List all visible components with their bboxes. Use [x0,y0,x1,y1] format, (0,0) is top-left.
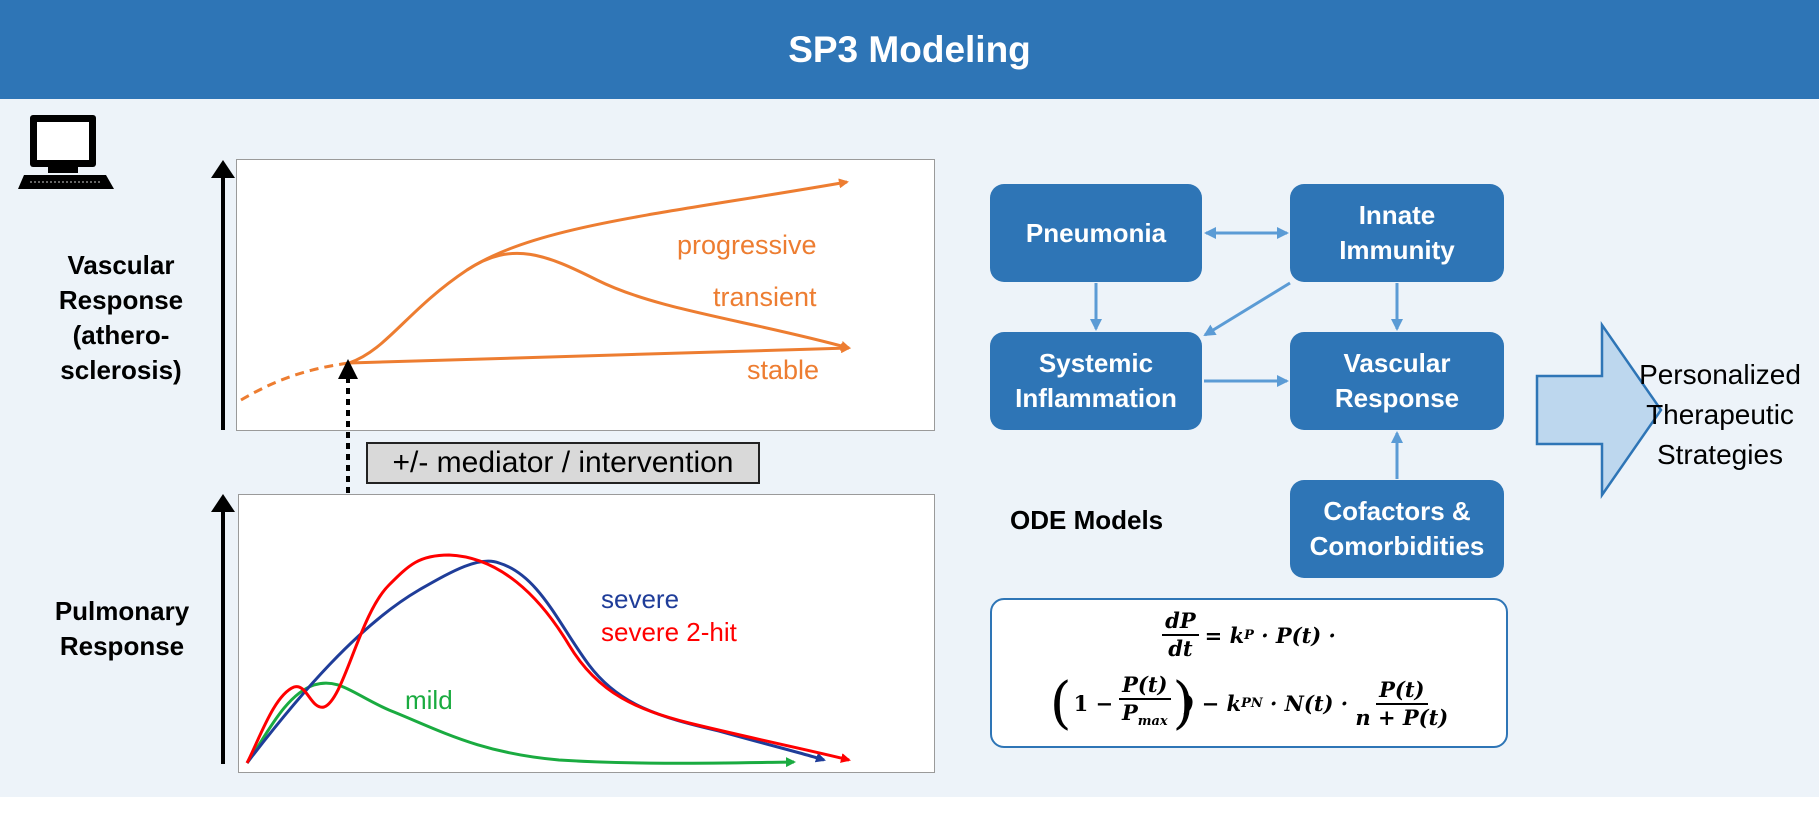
fraction-P-nP: P(t) n + P(t) [1355,677,1448,731]
equation-term: P [1121,700,1138,725]
curve-transient [466,251,851,351]
pulmonary-plot: severe severe 2-hit mild [238,494,935,773]
ylabel-line: Pulmonary [54,596,190,626]
personalized-strategies-label: Personalized Therapeutic Strategies [1620,355,1819,475]
equation-term: · P(t) · [1253,622,1336,648]
mediator-label: +/- mediator / intervention [366,442,760,484]
box-label: Pneumonia [1025,217,1167,248]
ylabel-line: Vascular [67,250,175,280]
equation-line-2: ( 1 − P(t) Pmax ) ) − k PN · N(t) · P(t) … [992,672,1506,735]
equation-term: ) − k [1184,691,1242,717]
equation-term: = k [1204,622,1245,648]
strategies-line: Therapeutic [1646,399,1794,430]
equation-term: 1 − [1073,691,1114,717]
vascular-y-axis [211,160,235,430]
ode-models-title: ODE Models [1010,505,1164,535]
label-stable: stable [747,355,819,385]
subscript: PN [1241,696,1263,712]
label-transient: transient [713,282,817,312]
ylabel-line: Response [58,285,184,315]
frac-num: dP [1162,608,1199,636]
frac-num: P(t) [1376,677,1428,705]
box-label: Comorbidities [1309,531,1485,561]
computer-icon [18,115,114,189]
box-label: Response [1334,383,1460,413]
ylabel-line: sclerosis) [60,355,182,385]
frac-den: Pmax [1122,700,1168,735]
box-systemic-inflammation: Systemic Inflammation [990,332,1202,430]
frac-den: n + P(t) [1355,704,1449,730]
frac-den: dt [1168,636,1193,661]
ylabel-line: (athero- [72,320,170,350]
equation-term: · N(t) · [1262,691,1356,717]
fraction-dPdt: dP dt [1162,608,1199,662]
ylabel-line: Response [59,631,185,661]
curve-stable [348,343,851,365]
label-progressive: progressive [677,230,817,260]
box-label: Systemic [1038,348,1154,378]
page-title: SP3 Modeling [0,0,1819,99]
box-label: Inflammation [1015,383,1177,413]
fraction-P-Pmax: P(t) Pmax [1119,672,1171,735]
right-paren: ) [1172,670,1195,736]
arrow-innate-systemic [1203,281,1291,337]
box-label: Immunity [1339,235,1455,265]
curve-progressive [348,178,849,365]
curve-mild [245,681,796,768]
title-text: SP3 Modeling [788,28,1031,70]
box-pneumonia: Pneumonia [990,184,1202,282]
label-mild: mild [405,685,453,715]
pulmonary-ylabel: Pulmonary Response [34,594,210,664]
baseline-dashed-curve [240,361,350,402]
vascular-ylabel: Vascular Response (athero- sclerosis) [40,248,202,388]
box-label: Innate [1358,200,1436,230]
box-innate-immunity: Innate Immunity [1290,184,1504,282]
frac-num: P(t) [1119,672,1171,700]
box-cofactors: Cofactors & Comorbidities [1290,480,1504,578]
subscript: max [1137,714,1168,730]
vascular-plot: progressive transient stable [236,159,935,431]
box-label: Cofactors & [1323,496,1471,526]
left-paren: ( [1049,670,1072,736]
curve-severe-2hit [245,553,851,764]
label-severe: severe [601,584,679,614]
strategies-line: Personalized [1639,359,1801,390]
box-vascular-response: Vascular Response [1290,332,1504,430]
label-severe-2hit: severe 2-hit [601,617,738,647]
subscript: P [1244,627,1254,643]
box-label: Vascular [1343,348,1451,378]
pulmonary-y-axis [211,494,235,764]
strategies-line: Strategies [1656,439,1784,470]
big-right-arrow [1535,321,1663,499]
